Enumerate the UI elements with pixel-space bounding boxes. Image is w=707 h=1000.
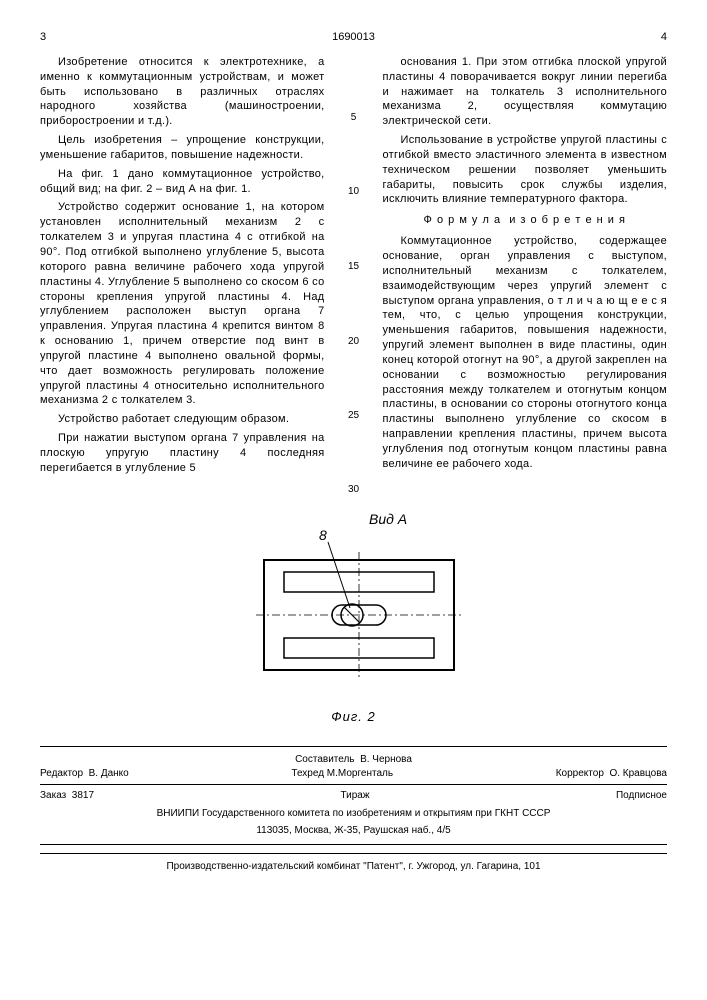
right-column: основания 1. При этом отгибка плоской уп…: [383, 55, 668, 480]
text-columns: Изобретение относится к электротехнике, …: [40, 55, 667, 480]
figure-svg: Вид А 8: [224, 510, 484, 700]
paragraph: На фиг. 1 дано коммутационное устройство…: [40, 167, 325, 197]
paragraph: Цель изобретения – упрощение конструкции…: [40, 133, 325, 163]
paragraph: Устройство содержит основание 1, на кото…: [40, 200, 325, 408]
left-column: Изобретение относится к электротехнике, …: [40, 55, 325, 480]
ref-number-text: 8: [319, 527, 327, 543]
figure-2: Вид А 8 Фиг. 2: [40, 510, 667, 726]
imprint: Производственно-издательский комбинат "П…: [40, 853, 667, 874]
paragraph: При нажатии выступом органа 7 управления…: [40, 431, 325, 476]
paragraph: Устройство работает следующим образом.: [40, 412, 325, 427]
line-num: 15: [345, 260, 363, 274]
org-address: 113035, Москва, Ж-35, Раушская наб., 4/5: [40, 824, 667, 838]
techred: Техред М.Моргенталь: [291, 767, 393, 781]
page-num-right: 4: [661, 30, 667, 45]
line-number-gutter: 5 10 15 20 25 30: [345, 55, 363, 480]
formula-title: Ф о р м у л а и з о б р е т е н и я: [383, 213, 668, 228]
line-num: 25: [345, 409, 363, 423]
org-name: ВНИИПИ Государственного комитета по изоб…: [40, 807, 667, 821]
subscription: Подписное: [616, 789, 667, 803]
order-num: Заказ 3817: [40, 789, 94, 803]
paragraph: Коммутационное устройство, содержащее ос…: [383, 234, 668, 472]
paragraph: основания 1. При этом отгибка плоской уп…: [383, 55, 668, 129]
line-num: 20: [345, 335, 363, 349]
compiler: Составитель В. Чернова: [295, 753, 412, 767]
figure-caption: Фиг. 2: [40, 708, 667, 726]
paragraph: Изобретение относится к электротехнике, …: [40, 55, 325, 129]
view-label-text: Вид А: [369, 511, 407, 527]
line-num: 10: [345, 185, 363, 199]
document-number: 1690013: [46, 30, 661, 45]
tiraj: Тираж: [340, 789, 369, 803]
page-header: 3 1690013 4: [40, 30, 667, 45]
line-num: 5: [345, 111, 363, 125]
footer-block: Составитель В. Чернова Редактор В. Данко…: [40, 746, 667, 845]
editor: Редактор В. Данко: [40, 767, 129, 781]
paragraph: Использование в устройстве упругой пласт…: [383, 133, 668, 207]
corrector: Корректор О. Кравцова: [556, 767, 667, 781]
line-num: 30: [345, 483, 363, 497]
